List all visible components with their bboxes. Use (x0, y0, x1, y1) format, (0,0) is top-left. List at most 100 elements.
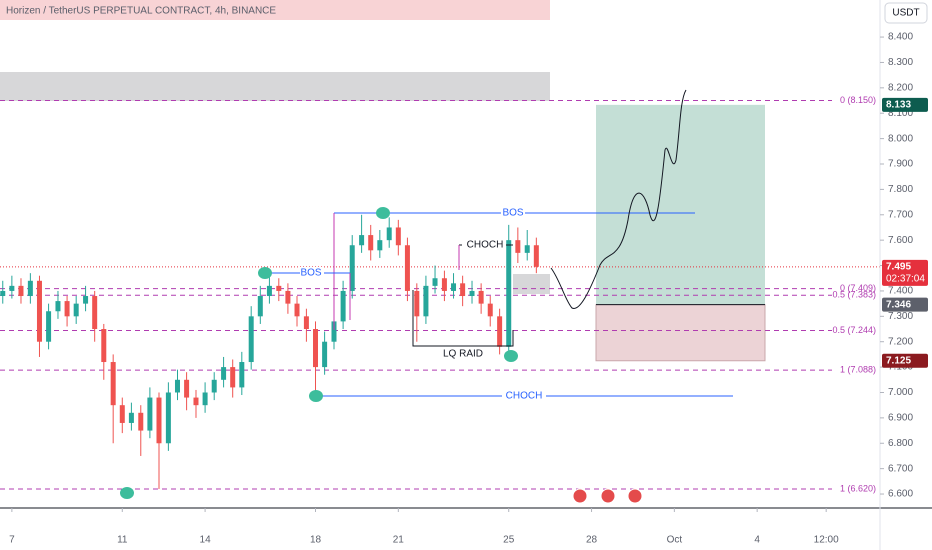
swing-markers (120, 207, 518, 499)
candle-body (202, 392, 208, 406)
label-bg (501, 207, 525, 219)
candle-body (239, 362, 245, 388)
price-tag-label: 7.346 (886, 299, 911, 310)
candle-body (487, 303, 493, 317)
y-tick-label: 8.100 (888, 108, 913, 119)
choch-label: CHOCH (506, 391, 543, 402)
candle-body (506, 240, 512, 347)
event-icon[interactable] (600, 488, 616, 504)
y-tick-label: 7.400 (888, 286, 913, 297)
x-tick-label: 21 (393, 535, 405, 546)
bos-label: BOS (300, 268, 321, 279)
candle-body (515, 240, 521, 253)
fib-label: 0 (7.409) (840, 283, 876, 293)
candle-body (36, 280, 42, 342)
x-tick-label: 28 (586, 535, 598, 546)
y-tick-label: 6.600 (888, 489, 913, 500)
candle-body (368, 235, 374, 251)
fib-label: 0.5 (7.383) (832, 290, 876, 300)
event-icon[interactable] (627, 488, 643, 504)
y-tick-label: 7.200 (888, 336, 913, 347)
choch-label: CHOCH (467, 240, 504, 251)
chart-title: Horizen / TetherUS PERPETUAL CONTRACT, 4… (6, 6, 276, 17)
price-tag-label: 7.125 (886, 355, 911, 366)
y-tick-label: 7.000 (888, 387, 913, 398)
candle-body (395, 227, 401, 246)
candle-body (9, 285, 15, 291)
candle-body (469, 290, 475, 297)
candle-body (46, 311, 52, 342)
candle-body (0, 290, 6, 297)
label-bg (462, 239, 506, 251)
y-tick-label: 8.000 (888, 133, 913, 144)
candle-body (221, 367, 227, 380)
candle-body (524, 245, 530, 253)
swing-marker (309, 390, 323, 402)
candle-body (266, 285, 272, 297)
target-zone (596, 104, 765, 305)
y-tick-label: 6.700 (888, 463, 913, 474)
candle-body (92, 296, 98, 330)
x-tick-label: 18 (310, 535, 322, 546)
price-tag (882, 297, 928, 312)
x-tick-label: Oct (667, 535, 683, 546)
y-tick-label: 7.800 (888, 184, 913, 195)
candle-body (404, 245, 410, 291)
candle-body (359, 235, 365, 246)
y-tick-label: 8.300 (888, 57, 913, 68)
y-tick-label: 7.900 (888, 159, 913, 170)
label-bg (300, 267, 324, 279)
candle-body (386, 227, 392, 241)
y-tick-label: 8.400 (888, 32, 913, 43)
supply-zone (0, 72, 550, 101)
x-tick-label: 14 (200, 535, 212, 546)
candle-body (165, 392, 171, 444)
candle-body (460, 283, 466, 297)
swing-marker (376, 207, 390, 219)
candle-body (478, 290, 484, 304)
currency-button[interactable] (884, 2, 928, 24)
event-icon[interactable] (572, 488, 588, 504)
candle-body (83, 296, 89, 304)
candle-body (313, 329, 319, 368)
x-tick-label: 7 (9, 535, 15, 546)
gap-zone (513, 274, 550, 294)
price-tag-label: 7.495 (886, 261, 911, 272)
candle-body (73, 303, 79, 317)
currency-label: USDT (892, 8, 919, 19)
candle-body (128, 412, 134, 423)
candle-body (340, 290, 346, 322)
candle-body (377, 240, 383, 251)
x-tick-label: 4 (754, 535, 760, 546)
candle-body (27, 280, 33, 297)
price-tag (882, 353, 928, 368)
candle-body (331, 321, 337, 342)
y-tick-label: 7.700 (888, 209, 913, 220)
candle-body (101, 329, 107, 363)
lq-raid-label: LQ RAID (443, 349, 483, 360)
candle-body (432, 278, 438, 286)
candle-body (441, 278, 447, 291)
fib-label: 1 (6.620) (840, 483, 876, 493)
candle-body (110, 362, 116, 406)
candle-body (174, 379, 180, 393)
y-tick-label: 6.900 (888, 413, 913, 424)
swing-marker (120, 487, 134, 499)
x-tick-label: 11 (117, 535, 128, 546)
candle-body (276, 285, 282, 291)
event-icons (572, 488, 643, 504)
candle-body (211, 379, 217, 393)
candle-body (248, 316, 254, 363)
fib-label: 0 (8.150) (840, 95, 876, 105)
candle-body (285, 290, 291, 304)
lq-raid-bracket (412, 290, 514, 347)
candle-body (497, 316, 503, 347)
candle-body (184, 379, 190, 398)
candle-body (451, 283, 457, 291)
candle-body (119, 405, 125, 423)
swing-marker (504, 350, 518, 362)
swing-marker (258, 267, 272, 279)
candle-body (349, 245, 355, 291)
candle-body (18, 285, 24, 297)
